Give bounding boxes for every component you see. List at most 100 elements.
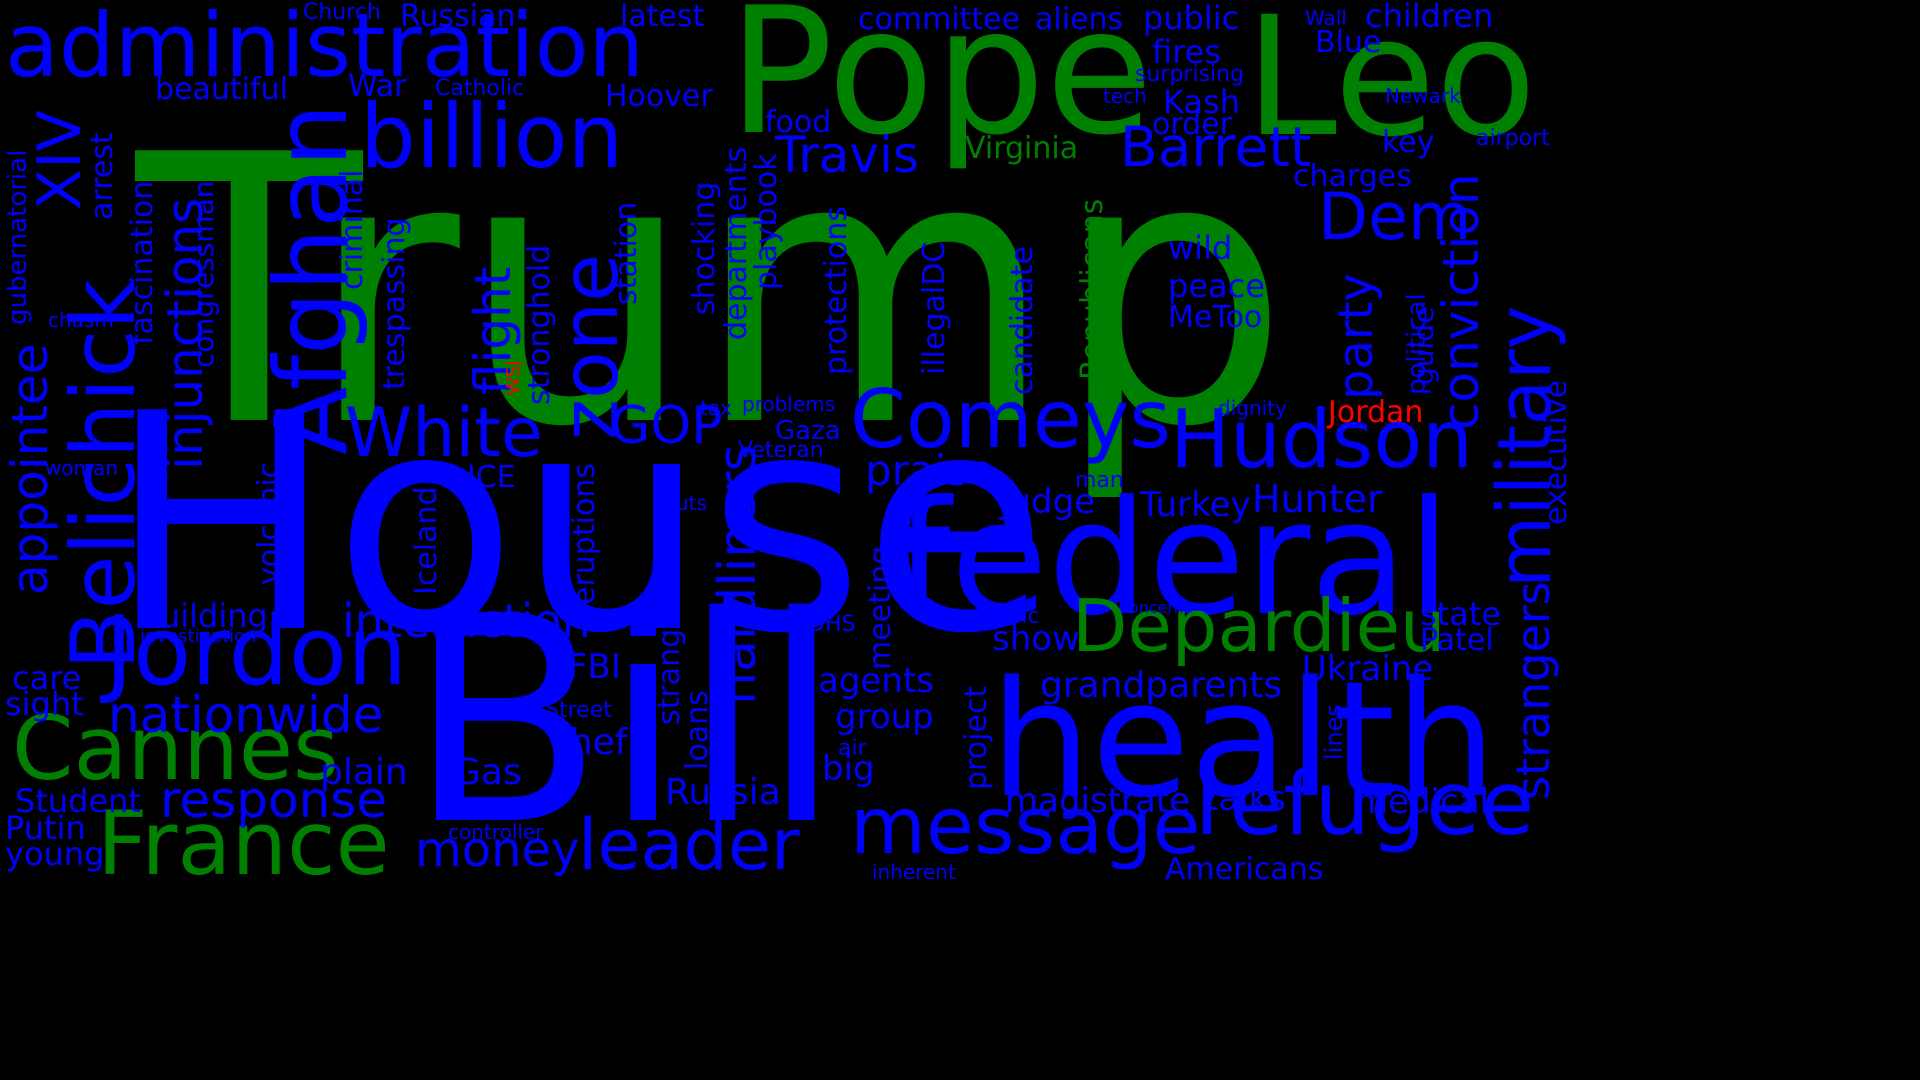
word-ukraine: Ukraine <box>1302 649 1434 689</box>
word-big: big <box>822 749 875 789</box>
word-surprising: surprising <box>1135 62 1245 87</box>
word-executive: executive <box>1539 379 1574 525</box>
word-traffic: traffic <box>975 604 1040 629</box>
word-key: key <box>1382 125 1435 160</box>
word-leader: leader <box>578 804 800 886</box>
word-war: War <box>348 69 407 104</box>
word-plain: plain <box>320 752 408 793</box>
word-house: House <box>108 350 1049 699</box>
word-hudson: Hudson <box>1170 393 1473 486</box>
word-man: man <box>1075 468 1124 493</box>
word-judge: judge <box>1000 482 1096 522</box>
word-metoo: MeToo <box>1168 300 1263 335</box>
word-wall: Wall <box>1305 6 1347 30</box>
word-trump: Trump <box>136 78 1290 508</box>
word-gas: Gas <box>453 752 522 793</box>
word-iceland: Iceland <box>409 486 444 595</box>
word-chef: chef <box>550 722 628 763</box>
word-investigation: investigation <box>140 626 257 647</box>
word-bill: Bill <box>408 556 842 888</box>
word-charges: charges <box>1293 159 1412 194</box>
word-pope: Pope <box>728 0 1154 174</box>
word-project: project <box>959 685 994 790</box>
word-cannes: Cannes <box>12 697 339 800</box>
word-dhs: DHS <box>808 612 856 637</box>
word-lines: lines <box>1320 704 1348 760</box>
word-response: response <box>160 771 388 829</box>
word-ice: ICE <box>467 460 516 495</box>
word-wild: wild <box>1168 229 1233 267</box>
word-dem: Dem <box>1318 180 1472 255</box>
word-committee: committee <box>858 2 1021 37</box>
word-message: message <box>850 782 1201 872</box>
word-trespassing: trespassing <box>377 217 412 390</box>
word-leo: Leo <box>1245 0 1537 173</box>
word-party: party <box>1328 273 1384 400</box>
word-eruptions: eruptions <box>567 463 602 605</box>
word-tax: tax <box>700 396 732 420</box>
word-xiv: XIV <box>25 110 95 210</box>
word-grandparents: grandparents <box>1040 665 1283 706</box>
word-putin: Putin <box>5 809 86 847</box>
word-woman: woman <box>45 456 119 480</box>
word-turkey: Turkey <box>1140 485 1251 525</box>
word-children: children <box>1365 0 1494 35</box>
word-hardliners: hardliners <box>708 444 768 705</box>
word-hunter: Hunter <box>1252 477 1383 521</box>
word-catholic: Catholic <box>435 76 525 101</box>
word-sight: sight <box>5 685 84 723</box>
word-health: health <box>990 646 1497 833</box>
word-order: order <box>1152 107 1232 142</box>
word-talks: talks <box>1205 779 1287 819</box>
word-food: food <box>765 105 832 140</box>
word-blue: Blue <box>1315 25 1382 60</box>
word-protections: protections <box>819 206 854 375</box>
word-jordan: Jordan <box>1328 395 1424 430</box>
word-illegaldc: illegalDC <box>917 241 952 375</box>
word-dignity: dignity <box>1218 396 1287 420</box>
word-airport: airport <box>1476 126 1550 151</box>
word-concerns: concerns <box>1120 598 1193 617</box>
word-agents: agents <box>818 661 934 701</box>
word-refugee: refugee <box>1195 752 1535 855</box>
word-controller: controller <box>448 820 544 844</box>
word-travis: Travis <box>775 126 919 184</box>
word-meeting: meeting <box>863 545 898 670</box>
word-fascination: fascination <box>125 180 160 345</box>
word-white: White <box>345 394 543 473</box>
word-billion: billion <box>360 85 624 188</box>
word-barrett: Barrett <box>1120 115 1312 179</box>
word-public: public <box>1143 0 1240 37</box>
word-fires: fires <box>1152 33 1221 71</box>
word-chasm: chasm <box>48 308 114 332</box>
word-state: state <box>1420 595 1502 633</box>
word-street: Street <box>545 698 612 723</box>
word-criminal: criminal <box>335 169 370 290</box>
word-arrest: arrest <box>85 132 120 220</box>
word-americans: Americans <box>1165 852 1324 887</box>
word-care: care <box>12 659 82 697</box>
word-cuts: cuts <box>665 491 707 515</box>
word-gubernatorial: gubernatorial <box>3 149 33 325</box>
word-peace: peace <box>1168 267 1265 305</box>
word-station: station <box>609 201 644 305</box>
word-russian: Russian <box>400 0 516 34</box>
word-nationwide: nationwide <box>108 686 384 744</box>
word-inherent: inherent <box>872 860 956 884</box>
word-shocking: shocking <box>687 181 722 315</box>
word-young: young <box>5 835 105 873</box>
word-strangers: strangers <box>1506 581 1560 800</box>
word-problems: problems <box>742 392 836 416</box>
word-depardieu: Depardieu <box>1072 584 1446 668</box>
word-aliens: aliens <box>1035 2 1124 37</box>
word-veteran: Veteran <box>738 438 824 463</box>
word-latest: latest <box>620 0 705 34</box>
word-hoover: Hoover <box>605 79 713 114</box>
word-virginia: Virginia <box>965 131 1079 166</box>
word-medical: medical <box>1355 782 1490 822</box>
word-comeys: Comeys <box>850 373 1171 466</box>
word-departments: departments <box>719 146 754 340</box>
word-playbook: playbook <box>749 153 784 290</box>
word-student: Student <box>15 782 141 820</box>
word-congressman: congressman <box>187 180 220 368</box>
